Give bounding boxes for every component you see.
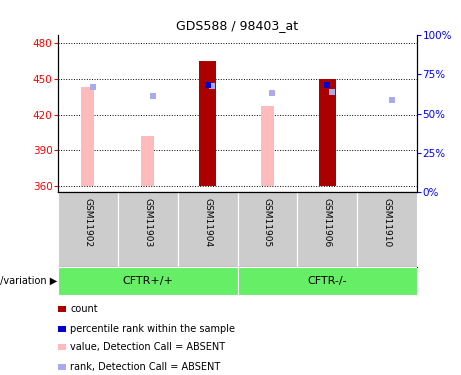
Bar: [81, 87, 95, 186]
Text: rank, Detection Call = ABSENT: rank, Detection Call = ABSENT: [70, 362, 220, 372]
Bar: [58, 192, 118, 267]
Bar: [237, 267, 417, 295]
Bar: [321, 91, 334, 186]
Text: count: count: [70, 304, 98, 314]
Text: GSM11906: GSM11906: [323, 198, 332, 247]
Text: genotype/variation ▶: genotype/variation ▶: [0, 276, 57, 286]
Text: CFTR-/-: CFTR-/-: [307, 276, 347, 286]
Text: GSM11910: GSM11910: [383, 198, 391, 247]
Text: GSM11904: GSM11904: [203, 198, 212, 247]
Bar: [58, 344, 66, 350]
Text: GSM11903: GSM11903: [143, 198, 152, 247]
Bar: [177, 192, 237, 267]
Bar: [118, 192, 177, 267]
Text: CFTR+/+: CFTR+/+: [122, 276, 173, 286]
Text: percentile rank within the sample: percentile rank within the sample: [70, 324, 235, 334]
Bar: [199, 61, 216, 186]
Bar: [261, 106, 274, 186]
Bar: [201, 87, 214, 186]
Title: GDS588 / 98403_at: GDS588 / 98403_at: [177, 20, 299, 33]
Bar: [357, 192, 417, 267]
Text: GSM11905: GSM11905: [263, 198, 272, 247]
Bar: [297, 192, 357, 267]
Bar: [237, 192, 297, 267]
Bar: [58, 326, 66, 332]
Text: GSM11902: GSM11902: [83, 198, 92, 247]
Bar: [58, 364, 66, 370]
Bar: [319, 79, 336, 186]
Text: value, Detection Call = ABSENT: value, Detection Call = ABSENT: [70, 342, 225, 352]
Bar: [58, 306, 66, 312]
Bar: [141, 136, 154, 186]
Bar: [58, 267, 237, 295]
